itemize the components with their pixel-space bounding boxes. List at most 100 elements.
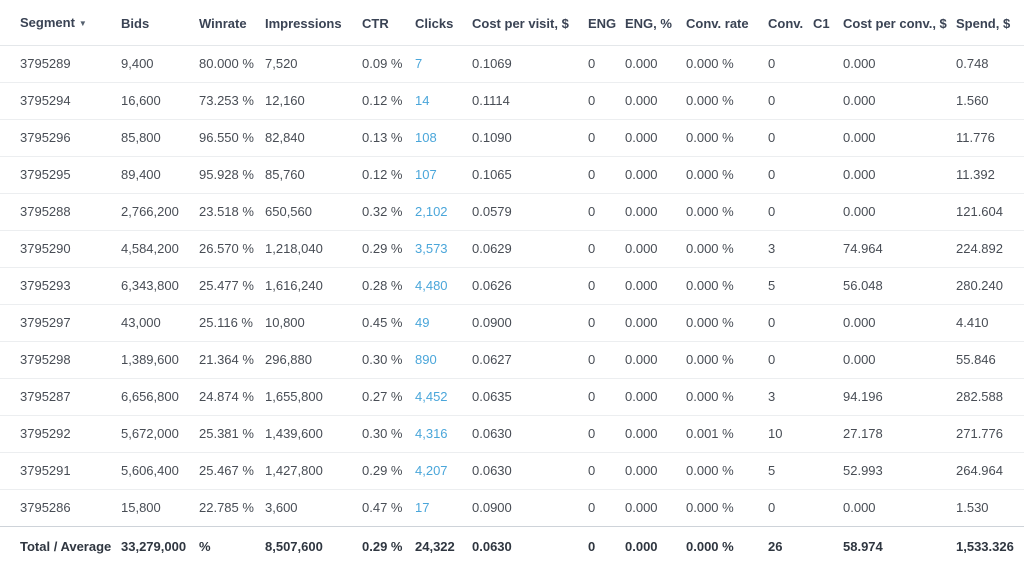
- cell-winrate: 22.785 %: [199, 490, 265, 527]
- cell-bids: 15,800: [121, 490, 199, 527]
- column-header-conv-rate[interactable]: Conv. rate: [686, 0, 768, 46]
- cell-conv: 0: [768, 83, 813, 120]
- cell-bids: 43,000: [121, 305, 199, 342]
- cell-conv-rate: 0.000 %: [686, 268, 768, 305]
- column-header-impressions[interactable]: Impressions: [265, 0, 362, 46]
- column-header-label: ENG: [588, 16, 616, 31]
- cell-spend: 121.604: [956, 194, 1024, 231]
- cell-cost-per-conv: 0.000: [843, 83, 956, 120]
- cell-clicks: 4,316: [415, 416, 472, 453]
- cell-eng: 0: [588, 157, 625, 194]
- cell-segment: 3795295: [0, 157, 121, 194]
- column-header-label: Clicks: [415, 16, 453, 31]
- cell-impressions: 650,560: [265, 194, 362, 231]
- cell-eng: 0: [588, 268, 625, 305]
- cell-eng: 0.000: [625, 453, 686, 490]
- clicks-link[interactable]: 890: [415, 352, 437, 367]
- cell-winrate: 25.477 %: [199, 268, 265, 305]
- cell-spend: 282.588: [956, 379, 1024, 416]
- cell-conv: 0: [768, 46, 813, 83]
- clicks-link[interactable]: 4,207: [415, 463, 448, 478]
- cell-eng: 0.000: [625, 194, 686, 231]
- cell-c1: [813, 379, 843, 416]
- total-cell-c1: [813, 527, 843, 567]
- cell-winrate: 96.550 %: [199, 120, 265, 157]
- column-header-cost-per-visit[interactable]: Cost per visit, $: [472, 0, 588, 46]
- cell-cost-per-visit: 0.0630: [472, 453, 588, 490]
- cell-eng: 0: [588, 120, 625, 157]
- cell-clicks: 890: [415, 342, 472, 379]
- cell-cost-per-visit: 0.0630: [472, 416, 588, 453]
- clicks-link[interactable]: 2,102: [415, 204, 448, 219]
- column-header-ctr[interactable]: CTR: [362, 0, 415, 46]
- cell-conv: 0: [768, 120, 813, 157]
- column-header-bids[interactable]: Bids: [121, 0, 199, 46]
- total-cell-spend: 1,533.326: [956, 527, 1024, 567]
- cell-ctr: 0.12 %: [362, 83, 415, 120]
- column-header-conv[interactable]: Conv.: [768, 0, 813, 46]
- cell-cost-per-visit: 0.1065: [472, 157, 588, 194]
- clicks-link[interactable]: 4,316: [415, 426, 448, 441]
- total-cell-ctr: 0.29 %: [362, 527, 415, 567]
- cell-segment: 3795290: [0, 231, 121, 268]
- cell-bids: 5,606,400: [121, 453, 199, 490]
- cell-c1: [813, 231, 843, 268]
- column-header-eng[interactable]: ENG: [588, 0, 625, 46]
- clicks-link[interactable]: 4,452: [415, 389, 448, 404]
- cell-eng: 0.000: [625, 157, 686, 194]
- cell-spend: 0.748: [956, 46, 1024, 83]
- cell-c1: [813, 120, 843, 157]
- cell-impressions: 1,616,240: [265, 268, 362, 305]
- cell-segment: 3795292: [0, 416, 121, 453]
- cell-clicks: 4,207: [415, 453, 472, 490]
- cell-cost-per-visit: 0.0635: [472, 379, 588, 416]
- column-header-cost-per-conv[interactable]: Cost per conv., $: [843, 0, 956, 46]
- cell-conv-rate: 0.000 %: [686, 46, 768, 83]
- cell-ctr: 0.28 %: [362, 268, 415, 305]
- clicks-link[interactable]: 49: [415, 315, 429, 330]
- cell-cost-per-visit: 0.0579: [472, 194, 588, 231]
- cell-spend: 55.846: [956, 342, 1024, 379]
- cell-conv: 0: [768, 305, 813, 342]
- total-cell-winrate: %: [199, 527, 265, 567]
- cell-cost-per-visit: 0.1090: [472, 120, 588, 157]
- clicks-link[interactable]: 3,573: [415, 241, 448, 256]
- total-cell-clicks: 24,322: [415, 527, 472, 567]
- clicks-link[interactable]: 7: [415, 56, 422, 71]
- cell-eng: 0.000: [625, 83, 686, 120]
- cell-bids: 9,400: [121, 46, 199, 83]
- cell-eng: 0: [588, 83, 625, 120]
- cell-impressions: 85,760: [265, 157, 362, 194]
- clicks-link[interactable]: 17: [415, 500, 429, 515]
- column-header-label: Segment: [20, 15, 75, 30]
- cell-cost-per-conv: 0.000: [843, 120, 956, 157]
- clicks-link[interactable]: 107: [415, 167, 437, 182]
- cell-c1: [813, 268, 843, 305]
- column-header-segment[interactable]: Segment ▼: [0, 0, 121, 46]
- column-header-spend[interactable]: Spend, $: [956, 0, 1024, 46]
- clicks-link[interactable]: 14: [415, 93, 429, 108]
- cell-conv-rate: 0.000 %: [686, 490, 768, 527]
- column-header-clicks[interactable]: Clicks: [415, 0, 472, 46]
- column-header-eng[interactable]: ENG, %: [625, 0, 686, 46]
- sort-desc-icon: ▼: [79, 17, 87, 31]
- cell-segment: 3795297: [0, 305, 121, 342]
- cell-conv-rate: 0.000 %: [686, 379, 768, 416]
- cell-winrate: 25.116 %: [199, 305, 265, 342]
- clicks-link[interactable]: 4,480: [415, 278, 448, 293]
- cell-clicks: 3,573: [415, 231, 472, 268]
- cell-ctr: 0.12 %: [362, 157, 415, 194]
- cell-conv: 5: [768, 268, 813, 305]
- total-cell-impressions: 8,507,600: [265, 527, 362, 567]
- cell-eng: 0: [588, 342, 625, 379]
- column-header-winrate[interactable]: Winrate: [199, 0, 265, 46]
- cell-cost-per-conv: 0.000: [843, 305, 956, 342]
- clicks-link[interactable]: 108: [415, 130, 437, 145]
- column-header-c1[interactable]: C1: [813, 0, 843, 46]
- cell-ctr: 0.45 %: [362, 305, 415, 342]
- cell-conv-rate: 0.001 %: [686, 416, 768, 453]
